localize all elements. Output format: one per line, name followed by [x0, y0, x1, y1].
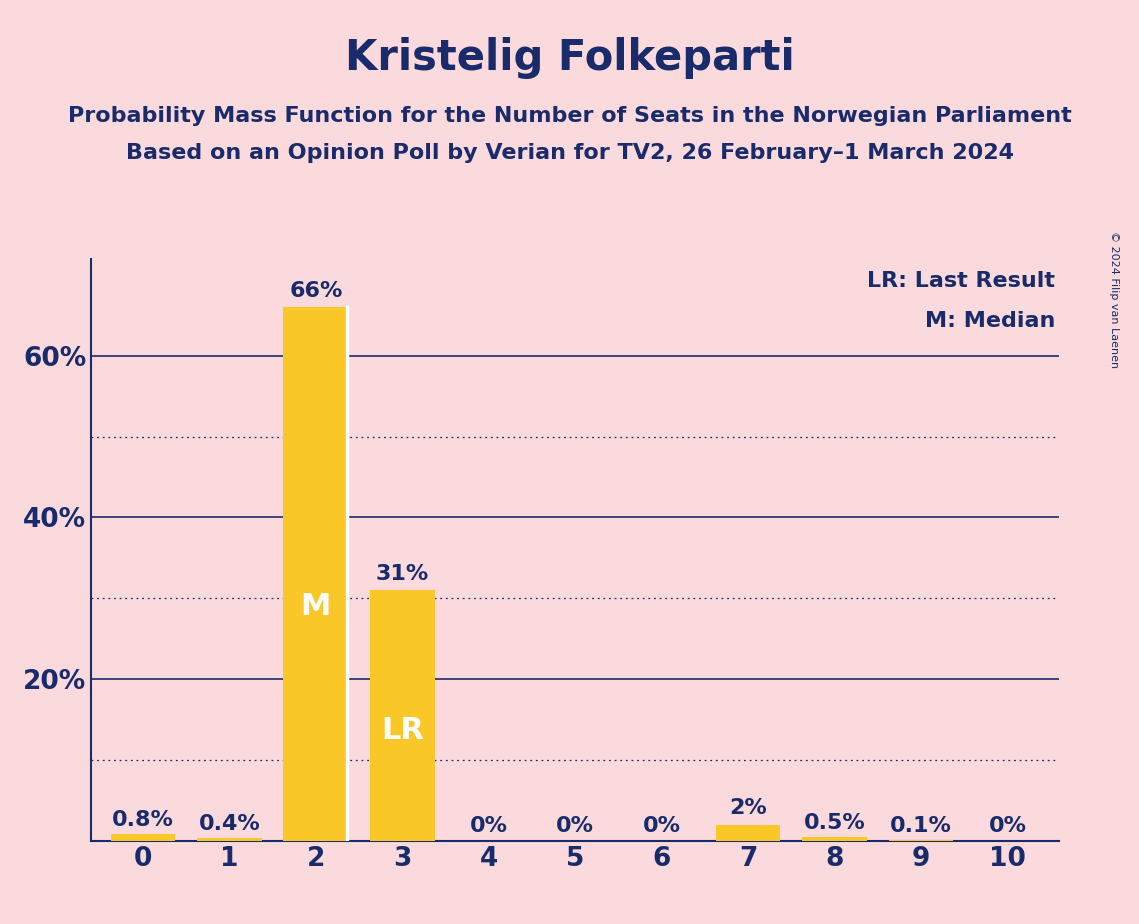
Text: Probability Mass Function for the Number of Seats in the Norwegian Parliament: Probability Mass Function for the Number… — [67, 106, 1072, 127]
Text: LR: LR — [380, 716, 424, 745]
Bar — [110, 834, 175, 841]
Text: 0%: 0% — [556, 816, 595, 836]
Bar — [802, 837, 867, 841]
Text: 31%: 31% — [376, 564, 429, 584]
Text: 0%: 0% — [469, 816, 508, 836]
Text: 0.1%: 0.1% — [890, 816, 952, 836]
Bar — [715, 825, 780, 841]
Text: 2%: 2% — [729, 798, 767, 819]
Bar — [370, 590, 435, 841]
Bar — [197, 838, 262, 841]
Text: LR: Last Result: LR: Last Result — [867, 271, 1055, 291]
Text: 0.4%: 0.4% — [198, 813, 261, 833]
Text: M: Median: M: Median — [925, 311, 1055, 332]
Text: 0.5%: 0.5% — [804, 813, 866, 833]
Bar — [284, 308, 349, 841]
Text: M: M — [301, 591, 331, 621]
Text: 0.8%: 0.8% — [112, 810, 174, 831]
Text: 0%: 0% — [642, 816, 681, 836]
Text: © 2024 Filip van Laenen: © 2024 Filip van Laenen — [1109, 231, 1118, 368]
Text: Based on an Opinion Poll by Verian for TV2, 26 February–1 March 2024: Based on an Opinion Poll by Verian for T… — [125, 143, 1014, 164]
Text: 0%: 0% — [989, 816, 1026, 836]
Text: 66%: 66% — [289, 281, 343, 301]
Text: Kristelig Folkeparti: Kristelig Folkeparti — [345, 37, 794, 79]
